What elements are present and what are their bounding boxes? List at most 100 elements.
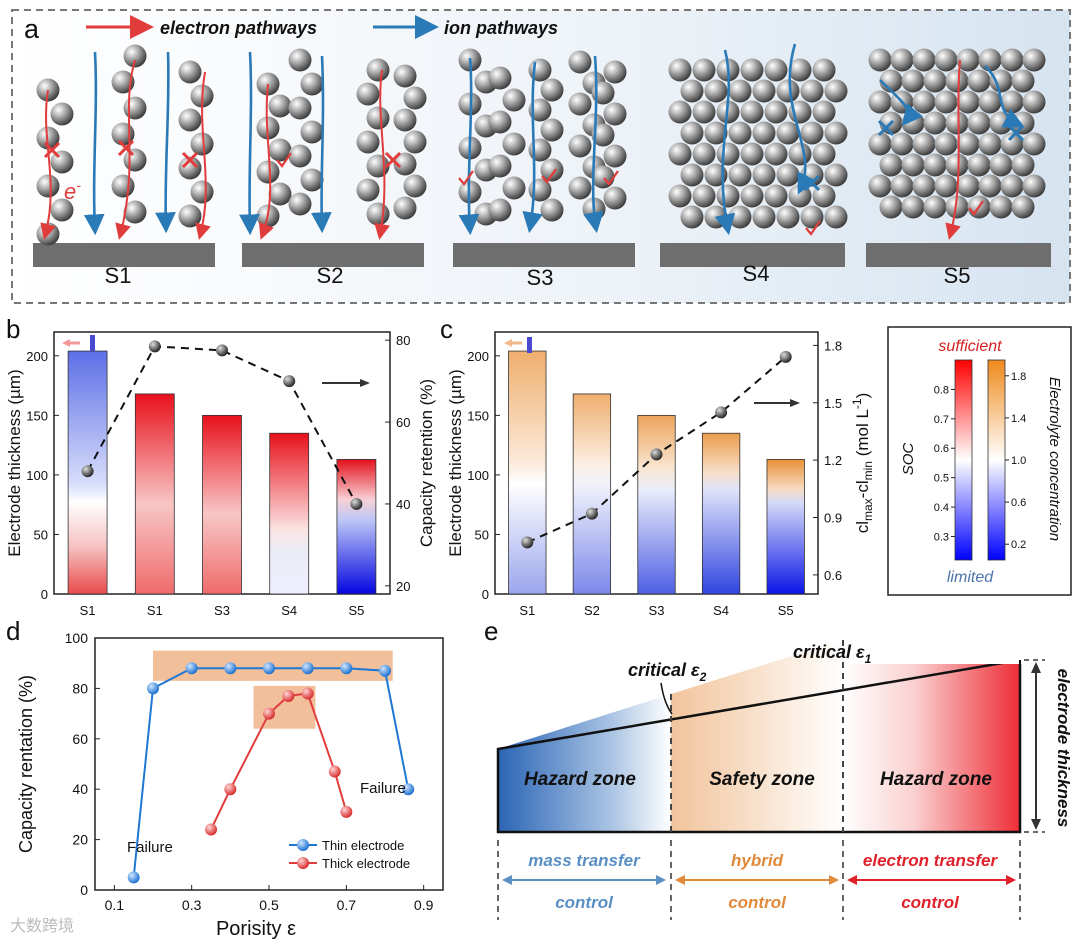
particle [680, 163, 704, 187]
electron-pathway [945, 59, 961, 240]
ion-pathway [239, 51, 260, 236]
thin-electrode-point [147, 682, 159, 695]
critical-eps2-pointer [660, 682, 673, 715]
panel-a: a electron pathways ion pathways S1 S2 S3 S… [11, 9, 1071, 304]
particle [528, 98, 552, 122]
particle [978, 132, 1002, 156]
particle [788, 142, 812, 166]
particle [934, 48, 958, 72]
particle [268, 138, 292, 162]
conc-tick-label: 0.6 [1011, 497, 1026, 509]
panel-b-ylabel-left: Electrode thickness (µm) [5, 369, 24, 556]
x-tick-label: S5 [348, 603, 364, 618]
particle [890, 48, 914, 72]
line-point [81, 465, 94, 478]
ctrl-mid-bottom: control [728, 893, 787, 912]
particle [568, 134, 592, 158]
particle [366, 106, 390, 130]
particle [603, 186, 627, 210]
particle [868, 48, 892, 72]
zone-right-top-mask [843, 640, 1023, 664]
particle [300, 168, 324, 192]
electron-pathway [40, 89, 56, 240]
soc-tick-label: 0.3 [934, 531, 949, 543]
y-left-tick-label: 0 [482, 587, 489, 602]
ion-pathway [155, 51, 176, 234]
x-tick-label: S4 [281, 603, 297, 618]
particle [502, 88, 526, 112]
particle [824, 121, 848, 145]
particle [111, 174, 135, 198]
particle [178, 156, 202, 180]
y-left-tick-label: 100 [26, 468, 48, 483]
thickness-arrowhead-bottom [1031, 819, 1041, 830]
particle [764, 58, 788, 82]
thin-electrode-point [379, 664, 391, 677]
y-right-tick-label: 40 [396, 497, 410, 512]
colorbar-bottom-label: limited [947, 569, 994, 586]
y-right-tick-label: 0.6 [824, 568, 842, 583]
particle [288, 144, 312, 168]
particle [824, 163, 848, 187]
particle [123, 200, 147, 224]
soc-tick-label: 0.8 [934, 384, 949, 396]
particle [680, 205, 704, 229]
particle [923, 111, 947, 135]
particle [879, 195, 903, 219]
particle [178, 108, 202, 132]
line-point [650, 448, 663, 461]
line-point [283, 375, 296, 388]
particle [752, 163, 776, 187]
particle [945, 111, 969, 135]
line-point [148, 340, 161, 353]
particle [776, 121, 800, 145]
particle [1011, 195, 1035, 219]
particle [123, 96, 147, 120]
y-left-tick-label: 0 [41, 587, 48, 602]
current-collector [242, 243, 424, 267]
ctrl-right-arrowhead-r [1006, 875, 1016, 885]
particle [776, 163, 800, 187]
particle [740, 58, 764, 82]
panel-d-ylabel: Capacity rentation (%) [16, 675, 36, 853]
particle [540, 158, 564, 182]
zone-right-fill [843, 640, 1020, 832]
particle [989, 153, 1013, 177]
ctrl-right-bottom: control [901, 893, 960, 912]
panel-c-label: c [440, 314, 453, 344]
conc-tick-label: 0.2 [1011, 539, 1026, 551]
electrode-thickness-label: electrode thickness [1054, 669, 1073, 828]
electron-pathway [374, 69, 391, 240]
x-tick-label: S4 [713, 603, 729, 618]
sample-s3: S3 [453, 48, 635, 290]
particle [403, 130, 427, 154]
particle [50, 198, 74, 222]
particle [752, 121, 776, 145]
panel-d-xlabel: Porisity ε [216, 918, 296, 940]
particle [923, 69, 947, 93]
particle [540, 118, 564, 142]
particle [824, 79, 848, 103]
particle [603, 60, 627, 84]
panel-e: e critical ε2 critical ε1 Hazard zone Sa… [484, 616, 1073, 920]
particle [912, 132, 936, 156]
particle [680, 79, 704, 103]
particle [528, 58, 552, 82]
sample-s1: S1 [33, 44, 215, 288]
ctrl-left-top: mass transfer [528, 851, 641, 870]
pathway-ok-marker [276, 152, 292, 168]
ion-pathway [458, 57, 480, 236]
critical-eps1-label: critical ε1 [793, 642, 872, 666]
y-right-tick-label: 60 [396, 415, 410, 430]
particle [868, 132, 892, 156]
panel-c-left-axis-marker [527, 337, 532, 353]
particle [716, 184, 740, 208]
sample-label: S1 [105, 263, 132, 288]
x-tick-label: S3 [214, 603, 230, 618]
particle [901, 111, 925, 135]
particle [366, 58, 390, 82]
ion-pathway [714, 49, 736, 236]
zone-left-label: Hazard zone [524, 769, 636, 790]
soc-tick-label: 0.5 [934, 473, 949, 485]
particle [716, 142, 740, 166]
